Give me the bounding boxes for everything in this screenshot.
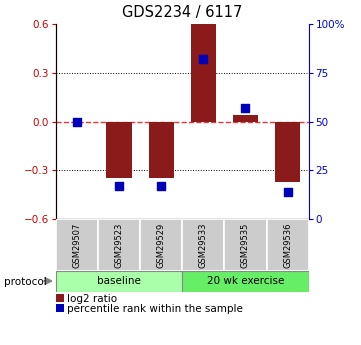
Text: baseline: baseline bbox=[97, 276, 141, 286]
Bar bbox=[266, 219, 309, 271]
Bar bbox=[275, 122, 300, 182]
Text: protocol: protocol bbox=[4, 277, 46, 287]
Bar bbox=[182, 219, 225, 271]
Text: percentile rank within the sample: percentile rank within the sample bbox=[67, 305, 243, 314]
Text: GSM29533: GSM29533 bbox=[199, 222, 208, 268]
Bar bbox=[225, 219, 266, 271]
Title: GDS2234 / 6117: GDS2234 / 6117 bbox=[122, 5, 243, 20]
Text: GSM29507: GSM29507 bbox=[73, 222, 82, 268]
Bar bbox=[140, 219, 182, 271]
Point bbox=[158, 183, 164, 189]
Point bbox=[200, 57, 206, 62]
Bar bbox=[106, 122, 132, 178]
Bar bbox=[56, 271, 182, 292]
Bar bbox=[182, 271, 309, 292]
Bar bbox=[191, 21, 216, 122]
Point bbox=[285, 189, 291, 195]
Text: GSM29535: GSM29535 bbox=[241, 222, 250, 268]
Point bbox=[74, 119, 80, 125]
Bar bbox=[233, 115, 258, 122]
Text: GSM29529: GSM29529 bbox=[157, 222, 166, 268]
Text: 20 wk exercise: 20 wk exercise bbox=[207, 276, 284, 286]
Bar bbox=[98, 219, 140, 271]
Point bbox=[116, 183, 122, 189]
Point bbox=[243, 105, 248, 111]
Text: GSM29523: GSM29523 bbox=[115, 222, 123, 268]
Bar bbox=[56, 219, 98, 271]
Text: log2 ratio: log2 ratio bbox=[67, 294, 117, 304]
Text: GSM29536: GSM29536 bbox=[283, 222, 292, 268]
Bar bbox=[149, 122, 174, 178]
